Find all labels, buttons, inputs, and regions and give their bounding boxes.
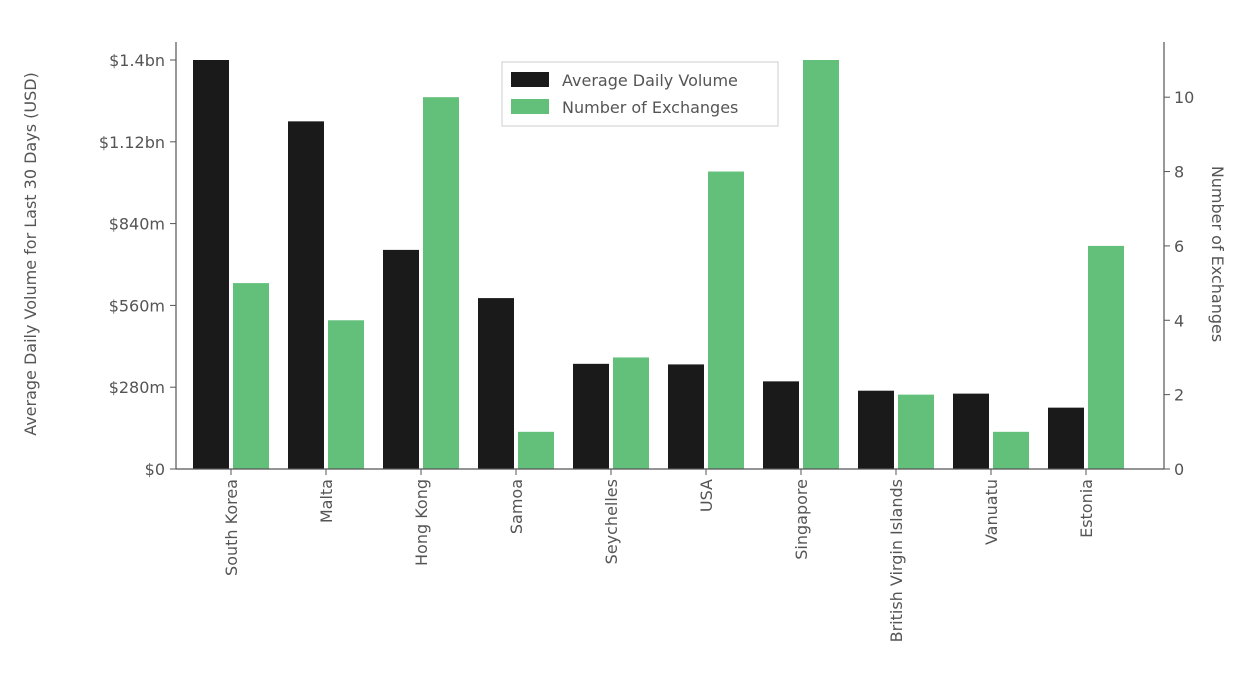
bar-exchanges-vanuatu (993, 431, 1029, 469)
y-left-tick-label: $280m (109, 378, 165, 397)
legend: Average Daily Volume Number of Exchanges (501, 61, 779, 127)
bar-exchanges-british-virgin-islands (898, 394, 934, 469)
bar-volume-vanuatu (953, 393, 989, 469)
bar-volume-singapore (763, 381, 799, 469)
x-tick-label-malta: Malta (317, 479, 336, 523)
bar-volume-british-virgin-islands (858, 390, 894, 469)
bar-volume-usa (668, 364, 704, 469)
y-left-tick-label: $1.4bn (109, 51, 165, 70)
bar-volume-seychelles (573, 363, 609, 469)
x-tick-label-seychelles: Seychelles (602, 479, 621, 564)
y-right-tick-label: 6 (1174, 237, 1184, 256)
y-right-tick-label: 4 (1174, 311, 1184, 330)
legend-swatch-number-of-exchanges (511, 99, 549, 114)
bar-volume-hong-kong (383, 249, 419, 469)
x-tick-label-south-korea: South Korea (222, 479, 241, 576)
y-right-tick-label: 8 (1174, 163, 1184, 182)
x-tick-label-singapore: Singapore (792, 479, 811, 560)
bar-exchanges-south-korea (233, 283, 269, 469)
y-left-tick-label: $1.12bn (99, 133, 165, 152)
y-left-tick-label: $0 (145, 460, 165, 479)
bar-volume-south-korea (193, 60, 229, 469)
y-right-tick-label: 2 (1174, 386, 1184, 405)
legend-label-number-of-exchanges: Number of Exchanges (562, 98, 738, 117)
bar-exchanges-hong-kong (423, 97, 459, 469)
x-tick-labels: South Korea Malta Hong Kong Samoa Seychelles… (222, 479, 1096, 642)
legend-label-average-daily-volume: Average Daily Volume (562, 71, 738, 90)
bar-volume-malta (288, 121, 324, 469)
bar-exchanges-singapore (803, 60, 839, 469)
bars-layer (193, 60, 1124, 469)
x-tick-label-vanuatu: Vanuatu (982, 479, 1001, 545)
x-tick-label-usa: USA (697, 479, 716, 512)
bar-exchanges-malta (328, 320, 364, 469)
bar-exchanges-samoa (518, 431, 554, 469)
bar-exchanges-seychelles (613, 357, 649, 469)
x-tick-label-samoa: Samoa (507, 479, 526, 534)
axes-layer: $0 $280m $560m $840m $1.12bn $1.4bn 0 2 4 6 8 10 (99, 42, 1194, 479)
x-tick-label-hong-kong: Hong Kong (412, 479, 431, 566)
bar-exchanges-estonia (1088, 245, 1124, 469)
bar-exchanges-usa (708, 171, 744, 469)
y-axis-left-title: Average Daily Volume for Last 30 Days (U… (21, 72, 40, 436)
x-tick-label-estonia: Estonia (1077, 479, 1096, 538)
bar-volume-samoa (478, 298, 514, 469)
y-right-tick-label: 10 (1174, 88, 1194, 107)
y-left-tick-label: $840m (109, 215, 165, 234)
x-tick-label-british-virgin-islands: British Virgin Islands (887, 479, 906, 642)
y-right-tick-label: 0 (1174, 460, 1184, 479)
legend-swatch-average-daily-volume (511, 72, 549, 87)
y-left-tick-label: $560m (109, 296, 165, 315)
y-axis-right-title: Number of Exchanges (1208, 166, 1227, 342)
bar-volume-estonia (1048, 407, 1084, 469)
